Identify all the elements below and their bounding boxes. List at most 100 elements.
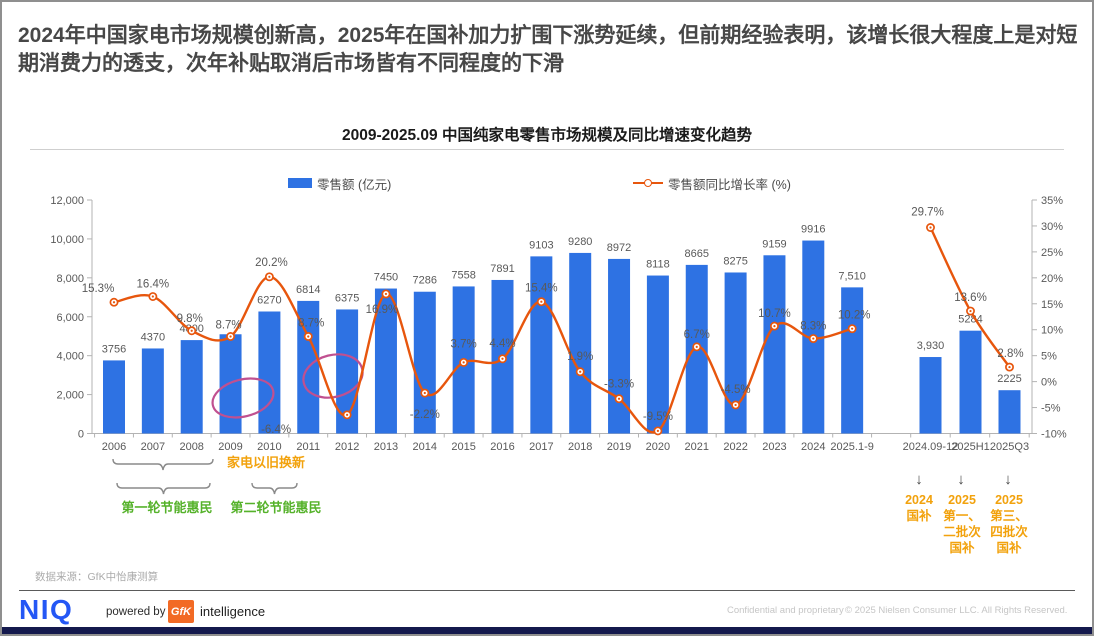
x-label-2010: 2010 xyxy=(257,441,281,453)
left-axis-tick-label: 0 xyxy=(78,429,84,441)
right-axis-tick-label: 5% xyxy=(1041,351,1057,363)
x-label-2022: 2022 xyxy=(723,441,747,453)
left-axis-tick-label: 12,000 xyxy=(50,195,84,207)
bar-legend-swatch-icon xyxy=(288,178,312,188)
bar-value-2019: 8972 xyxy=(607,242,631,254)
chart-title: 2009-2025.09 中国纯家电零售市场规模及同比增速变化趋势 xyxy=(342,127,752,144)
x-label-2006: 2006 xyxy=(102,441,126,453)
bar-2012 xyxy=(336,309,359,434)
brace-1 xyxy=(112,458,214,471)
growth-label-8.3%: 8.3% xyxy=(800,321,826,333)
bar-2006 xyxy=(103,360,125,434)
x-label-2018: 2018 xyxy=(568,441,592,453)
gfk-logo: GfK xyxy=(168,600,194,623)
x-label-2025H1: 2025H1 xyxy=(951,441,990,453)
down-arrow-icon: ↓ xyxy=(1004,471,1012,488)
subsidy-col2-line4: 国补 xyxy=(949,540,975,555)
slide-headline: 2024年中国家电市场规模创新高，2025年在国补加力扩围下涨势延续，但前期经验… xyxy=(18,24,1078,75)
subsidy-col2-line1: 2025 xyxy=(948,493,976,507)
bar-value-2015: 7558 xyxy=(451,269,475,281)
x-label-2011: 2011 xyxy=(296,441,320,453)
bar-2020 xyxy=(646,275,669,434)
growth-label-15.4%: 15.4% xyxy=(525,283,558,295)
growth-label-13.6%: 13.6% xyxy=(954,292,987,304)
right-axis-tick-label: 35% xyxy=(1041,195,1063,207)
growth-label-1.9%: 1.9% xyxy=(567,351,593,363)
x-label-2025Q3: 2025Q3 xyxy=(990,441,1029,453)
growth-label-8.7%: 8.7% xyxy=(215,319,241,331)
bar-2010 xyxy=(258,311,281,434)
bar-2008 xyxy=(180,340,203,434)
axes: 12,000 10,000 8,000 6,000 4,000 2,000 0 35% 30% 2… xyxy=(50,195,1067,441)
growth-label-16.9%: 16.9% xyxy=(366,304,399,316)
x-label-2015: 2015 xyxy=(451,441,475,453)
growth-label-20.2%: 20.2% xyxy=(255,257,288,269)
x-label-2023: 2023 xyxy=(762,441,786,453)
x-label-2016: 2016 xyxy=(490,441,514,453)
x-label-2019: 2019 xyxy=(607,441,631,453)
bar-2019 xyxy=(608,258,631,434)
bar-value-2017: 9103 xyxy=(529,239,553,251)
growth-label--6.4%: -6.4% xyxy=(261,424,291,436)
brace-3 xyxy=(251,482,298,495)
bar-value-2014: 7286 xyxy=(413,275,437,287)
subsidy-col3-line1: 2025 xyxy=(995,493,1023,507)
growth-label-3.7%: 3.7% xyxy=(451,338,477,350)
bar-2025Q3 xyxy=(998,390,1021,434)
x-label-2009: 2009 xyxy=(218,441,242,453)
bar-value-2007: 4370 xyxy=(141,331,165,343)
bar-value-2006: 3756 xyxy=(102,343,126,355)
confidential-label: Confidential and proprietary xyxy=(727,605,844,616)
brand-strip xyxy=(0,627,1094,636)
line-legend-icon xyxy=(633,178,663,188)
left-axis-tick-label: 4,000 xyxy=(56,351,84,363)
left-axis-tick-label: 2,000 xyxy=(56,390,84,402)
data-source-note: 数据来源：GfK中怡康测算 xyxy=(35,571,159,583)
growth-label-15.3%: 15.3% xyxy=(82,283,115,295)
growth-label--2.2%: -2.2% xyxy=(410,409,440,421)
bar-value-2016: 7891 xyxy=(490,263,514,275)
growth-label-6.7%: 6.7% xyxy=(684,329,710,341)
bar-2023 xyxy=(763,255,786,434)
bar-value-2025.1-9: 7,510 xyxy=(838,270,866,282)
bar-value-2023: 9159 xyxy=(762,238,786,250)
subsidy-col1-line1: 2024 xyxy=(905,493,933,507)
x-label-2008: 2008 xyxy=(179,441,203,453)
round1-label: 第一轮节能惠民 xyxy=(121,500,212,515)
x-label-2017: 2017 xyxy=(529,441,553,453)
growth-label-4.4%: 4.4% xyxy=(489,338,515,350)
down-arrow-icon: ↓ xyxy=(915,471,923,488)
growth-label-16.4%: 16.4% xyxy=(137,279,170,291)
growth-label-9.8%: 9.8% xyxy=(177,313,203,325)
right-axis-tick-label: 15% xyxy=(1041,299,1063,311)
bar-value-2013: 7450 xyxy=(374,272,398,284)
bar-2022 xyxy=(724,272,747,434)
bar-value-2020: 8118 xyxy=(646,259,670,271)
growth-label--3.3%: -3.3% xyxy=(604,379,634,391)
round2-label: 第二轮节能惠民 xyxy=(230,500,321,515)
x-label-2024.09-12: 2024.09-12 xyxy=(903,441,959,453)
x-axis-labels: 2006 2007 2008 2009 2010 2011 2012 2013 2014 2015… xyxy=(102,441,1029,453)
subsidy-col3-line3: 四批次 xyxy=(990,524,1028,539)
bar-value-2024.09-12: 3,930 xyxy=(917,340,945,352)
x-label-2012: 2012 xyxy=(335,441,359,453)
subsidy-col2-line3: 二批次 xyxy=(943,524,981,539)
x-label-2025.1-9: 2025.1-9 xyxy=(830,441,873,453)
right-axis-tick-label: -5% xyxy=(1041,403,1061,415)
bar-value-2011: 6814 xyxy=(296,284,320,296)
growth-label--4.5%: -4.5% xyxy=(721,384,751,396)
x-label-2014: 2014 xyxy=(413,441,437,453)
subsidy-col2-line2: 第一、 xyxy=(943,508,981,523)
growth-line-main: 15.3% 16.4% 9.8% 8.7% 20.2% 8.7% -6.4% 16.9% -2.… xyxy=(82,257,871,436)
bar-value-2012: 6375 xyxy=(335,292,359,304)
left-axis-tick-label: 6,000 xyxy=(56,312,84,324)
legend-growth: 零售额同比增长率 (%) xyxy=(633,176,791,192)
bar-2014 xyxy=(413,291,436,434)
legend-retail: 零售额 (亿元) xyxy=(288,176,391,192)
down-arrow-icon: ↓ xyxy=(957,471,965,488)
bar-2017 xyxy=(530,256,553,434)
left-axis-tick-label: 8,000 xyxy=(56,273,84,285)
right-axis-tick-label: -10% xyxy=(1041,429,1067,441)
